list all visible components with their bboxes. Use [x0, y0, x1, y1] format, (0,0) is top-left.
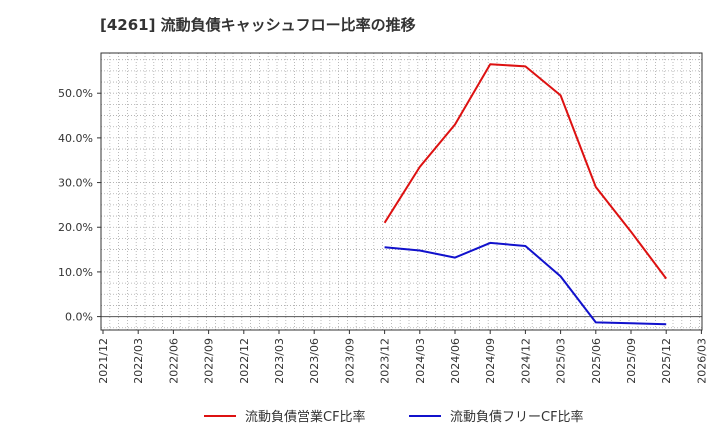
x-tick-label: 2025/09 [625, 338, 638, 384]
y-tick-label: 50.0% [58, 87, 93, 100]
x-tick-label: 2022/06 [167, 338, 180, 384]
x-tick-label: 2024/09 [484, 338, 497, 384]
y-tick-label: 20.0% [58, 221, 93, 234]
x-tick-label: 2025/12 [660, 338, 673, 384]
x-axis: 2021/12 2022/03 2022/06 2022/09 2022/12 2023/… [97, 330, 708, 384]
legend-label-1: 流動負債営業CF比率 [245, 409, 366, 425]
legend: 流動負債営業CF比率 流動負債フリーCF比率 [204, 409, 584, 425]
x-tick-label: 2021/12 [97, 338, 110, 384]
chart-title: [4261] 流動負債キャッシュフロー比率の推移 [100, 16, 416, 34]
x-tick-label: 2023/09 [343, 338, 356, 384]
series-lines [383, 63, 667, 326]
x-tick-label: 2024/03 [414, 338, 427, 384]
x-tick-label: 2024/06 [449, 338, 462, 384]
x-tick-label: 2025/06 [590, 338, 603, 384]
x-tick-label: 2026/03 [695, 338, 708, 384]
y-tick-label: 0.0% [65, 311, 93, 324]
x-tick-label: 2024/12 [519, 338, 532, 384]
plot-frame [100, 52, 703, 331]
y-tick-label: 30.0% [58, 177, 93, 190]
x-tick-label: 2023/03 [273, 338, 286, 384]
x-tick-label: 2025/03 [555, 338, 568, 384]
x-tick-label: 2023/06 [308, 338, 321, 384]
y-tick-label: 40.0% [58, 132, 93, 145]
y-tick-label: 10.0% [58, 266, 93, 279]
series-line-2 [384, 241, 667, 326]
x-tick-label: 2022/12 [238, 338, 251, 384]
legend-label-2: 流動負債フリーCF比率 [450, 409, 584, 425]
x-tick-label: 2022/09 [203, 338, 216, 384]
series-line-1 [383, 63, 667, 280]
x-tick-label: 2023/12 [379, 338, 392, 384]
y-axis: 0.0% 10.0% 20.0% 30.0% 40.0% 50.0% [58, 87, 101, 324]
grid-lines [101, 53, 702, 330]
x-tick-label: 2022/03 [132, 338, 145, 384]
